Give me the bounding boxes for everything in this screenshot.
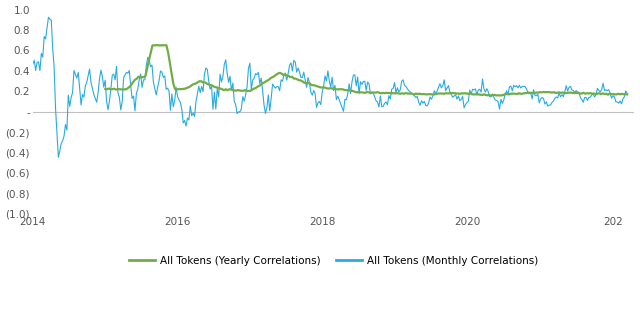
Legend: All Tokens (Yearly Correlations), All Tokens (Monthly Correlations): All Tokens (Yearly Correlations), All To… (124, 252, 543, 270)
